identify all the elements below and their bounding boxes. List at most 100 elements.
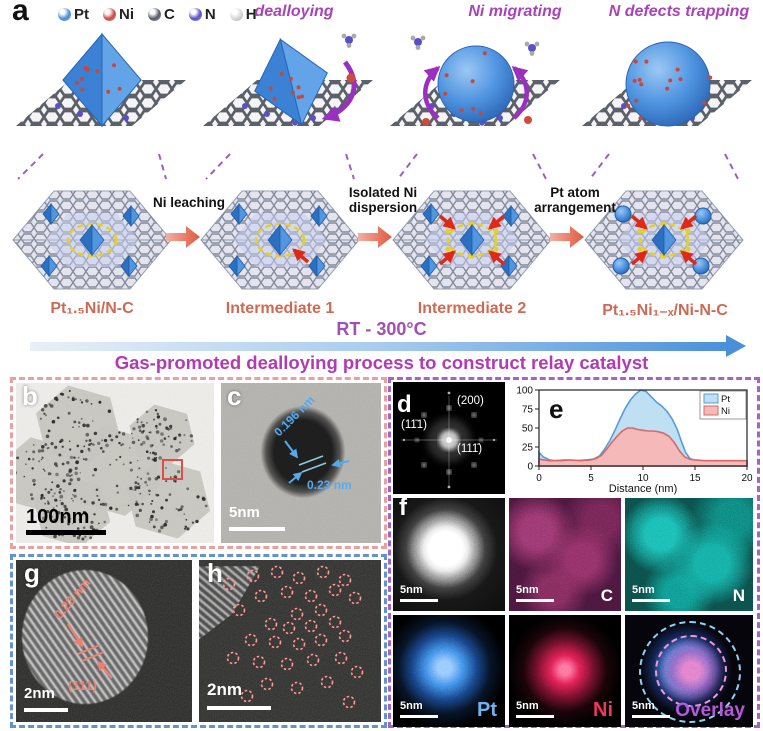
legend-item-pt: Pt (58, 6, 89, 23)
panel-g-annotations: 0.23 nm (111) (51, 575, 113, 693)
noise-texture (393, 498, 505, 611)
reflection-left-label: (11̄1) (401, 419, 427, 431)
step-arrow-2 (358, 226, 392, 248)
zoom-region-box (162, 459, 183, 480)
panel-c-label: c (227, 383, 242, 411)
legend-label-pt: Pt (74, 6, 89, 23)
eds-map-haadf: f 5nm (393, 498, 505, 611)
panel-b-scale-text: 100nm (26, 506, 90, 528)
panel-c-hrtem: 0.196 nm 0.23 nm c 5nm (221, 383, 381, 543)
step-label-line: arrangement (534, 199, 616, 215)
single-atom-circles (222, 565, 364, 709)
h-atom-icon (229, 8, 243, 21)
noise-texture (509, 615, 621, 727)
map-scale-text: 5nm (400, 700, 423, 712)
step-label-line: Pt atom (550, 185, 600, 200)
structure-label-4: Pt₁.₅Ni₁₋ₓ/Ni-N-C (602, 302, 728, 319)
svg-text:100: 100 (516, 386, 533, 397)
map-element-label: Ni (593, 699, 613, 721)
eds-map-c: 5nm C (509, 498, 621, 611)
map-scale-text: 5nm (516, 700, 539, 712)
map-scale-text: 5nm (516, 584, 539, 596)
schematic-scene-initial (12, 26, 190, 154)
ni-atom-icon (103, 8, 116, 21)
c-atom-icon (148, 8, 161, 21)
panel-b-scale-bar (26, 530, 106, 535)
panel-h-label: h (207, 560, 223, 588)
panel-d-fft: d (11̄1) (200) (111̄) (393, 382, 505, 494)
svg-text:50: 50 (522, 424, 534, 435)
structure-label-1: Pt₁.₅Ni/N-C (50, 300, 134, 317)
svg-text:75: 75 (522, 405, 534, 416)
panel-bc-box: b 100nm 0.196 nm 0.23 nm c 5nm (10, 377, 387, 549)
map-element-label: Pt (477, 699, 497, 721)
map-scale-bar (516, 715, 554, 718)
step-label-line: Isolated Ni (348, 185, 418, 200)
svg-text:e: e (549, 394, 563, 424)
panel-g-label: g (24, 560, 40, 588)
map-scale-bar (400, 715, 438, 718)
n-atom-icon (188, 8, 202, 21)
process-arrow-head-icon (726, 335, 746, 357)
d-spacing-196-label: 0.196 nm (271, 393, 317, 439)
svg-text:Ni: Ni (721, 406, 730, 417)
svg-text:20: 20 (741, 473, 753, 484)
panel-d-label: d (397, 391, 412, 418)
panel-h-scale-bar (207, 706, 271, 710)
g-d-spacing-label: 0.23 nm (51, 575, 94, 622)
process-caption: Gas-promoted dealloying process to const… (114, 352, 649, 373)
map-scale-text: 5nm (632, 700, 655, 712)
map-scale-bar (516, 599, 554, 602)
legend-item-c: C (148, 6, 175, 23)
step-label-pt-arrangement: Pt atom arrangement (520, 185, 630, 216)
noise-texture (625, 615, 753, 727)
caption-n-defects-trapping: N defects trapping (608, 3, 750, 20)
flake-intermediate-2 (388, 178, 556, 302)
callout-lines (17, 153, 739, 180)
flake-intermediate-1 (196, 178, 364, 302)
caption-ni-migrating: Ni migrating (468, 3, 562, 20)
flake-final (580, 178, 748, 302)
map-element-label: C (600, 586, 613, 605)
panel-h-scale-text: 2nm (207, 680, 242, 699)
step-label-isolated-ni: Isolated Ni dispersion (328, 185, 438, 216)
panel-gh-box: 0.23 nm (111) g 2nm h 2nm (10, 554, 387, 728)
map-scale-text: 5nm (400, 584, 423, 596)
fft-pattern-graphic: d (11̄1) (200) (111̄) (393, 382, 505, 494)
map-element-label: N (732, 586, 745, 605)
map-scale-bar (632, 599, 670, 602)
panel-c-scale-bar (229, 527, 285, 531)
legend-label-c: C (164, 6, 175, 23)
legend-item-ni: Ni (103, 6, 134, 23)
svg-text:0: 0 (536, 473, 542, 484)
step-label-line: dispersion (348, 199, 418, 215)
panel-a-label: a (12, 0, 29, 27)
structure-label-2: Intermediate 1 (225, 300, 335, 317)
legend-label-h: H (245, 6, 257, 23)
map-scale-text: 5nm (632, 584, 655, 596)
step-label-ni-leaching: Ni leaching (134, 195, 244, 211)
panel-h-single-atoms: h 2nm (199, 560, 381, 722)
svg-text:25: 25 (522, 443, 534, 454)
noise-texture (509, 498, 621, 611)
panel-e-linescan-chart: 0 5 10 15 20 0 25 50 75 100 Distance (nm) Pt Ni e (507, 382, 755, 495)
svg-text:0: 0 (527, 462, 533, 473)
caption-dealloying: dealloying (254, 3, 334, 20)
panel-c-scale-text: 5nm (229, 504, 260, 521)
eds-map-n: 5nm N (625, 498, 753, 611)
schematic-scene-n-trapping (578, 26, 756, 154)
noise-texture (393, 615, 505, 727)
eds-map-pt: 5nm Pt (393, 615, 505, 727)
temperature-label: RT - 300°C (336, 319, 427, 339)
process-arrow (30, 342, 730, 351)
map-element-label: Overlay (675, 700, 745, 721)
panel-g-haadf: 0.23 nm (111) g 2nm (16, 560, 192, 722)
flake-pt15ni (8, 178, 176, 302)
g-plane-label: (111) (68, 678, 97, 693)
pt-atom-icon (58, 8, 71, 21)
nanoparticle-blob (247, 391, 359, 513)
panel-def-box: d (11̄1) (200) (111̄) 0 5 10 15 20 0 25 50 75 100… (388, 377, 760, 728)
step-label-line: Ni leaching (152, 195, 225, 210)
